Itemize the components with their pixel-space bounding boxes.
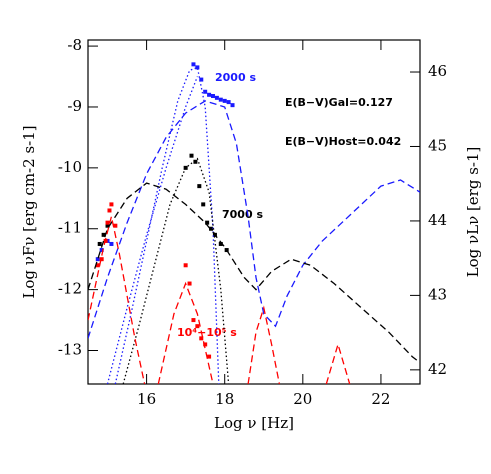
data-point [218, 97, 223, 102]
data-point [187, 281, 192, 286]
data-point [209, 226, 214, 231]
y2-tick-label: 44 [428, 211, 447, 229]
data-point [205, 220, 210, 225]
model-curve [88, 100, 420, 339]
x-tick-label: 18 [215, 390, 234, 408]
data-point [195, 324, 200, 329]
y-tick-label: -8 [67, 36, 82, 54]
y-tick-label: -10 [58, 158, 82, 176]
data-point [105, 223, 110, 228]
data-point [183, 263, 188, 268]
model-curve [114, 66, 220, 384]
data-point [203, 342, 208, 347]
data-point [105, 220, 110, 225]
annotation: E(B−V)Host=0.042 [285, 135, 401, 148]
data-point [99, 257, 104, 262]
data-point [101, 232, 106, 237]
data-point [222, 98, 227, 103]
data-point [191, 318, 196, 323]
y-tick-label: -12 [58, 280, 82, 298]
y2-tick-label: 42 [428, 360, 447, 378]
data-point [199, 77, 204, 82]
data-point [207, 92, 212, 97]
data-point [99, 248, 104, 253]
annotation: 7000 s [222, 208, 263, 221]
data-point [195, 65, 200, 70]
data-point [191, 62, 196, 67]
model-curve [106, 76, 199, 384]
data-point [197, 184, 202, 189]
data-point [95, 257, 100, 262]
y-tick-label: -13 [58, 341, 82, 359]
data-point [218, 241, 223, 246]
data-point [207, 354, 212, 359]
data-point [95, 263, 100, 268]
annotation: 10⁴−10⁵ s [177, 326, 237, 339]
x-tick-label: 16 [137, 390, 156, 408]
y-tick-label: -9 [67, 97, 82, 115]
x-axis-label: Log ν [Hz] [214, 414, 294, 432]
model-curve [88, 182, 420, 364]
data-point [107, 208, 112, 213]
x-tick-label: 22 [371, 390, 390, 408]
data-point [109, 202, 114, 207]
data-point [230, 103, 235, 108]
model-curve [88, 216, 351, 384]
y-tick-label: -11 [58, 219, 82, 237]
data-point [210, 94, 215, 99]
data-point [113, 223, 118, 228]
data-point [199, 336, 204, 341]
data-point [193, 159, 198, 164]
data-point [189, 153, 194, 158]
data-point [226, 100, 231, 105]
plot-frame [87, 39, 421, 385]
y-axis-label: Log νFν [erg cm-2 s-1] [20, 125, 38, 298]
data-point [201, 202, 206, 207]
y2-axis-label: Log νLν [erg s-1] [464, 147, 482, 278]
data-point [203, 89, 208, 94]
model-curve [122, 157, 230, 384]
annotation: E(B−V)Gal=0.127 [285, 96, 393, 109]
data-point [109, 241, 114, 246]
y2-tick-label: 45 [428, 136, 447, 154]
y2-tick-label: 43 [428, 285, 447, 303]
data-point [97, 241, 102, 246]
x-tick-label: 20 [293, 390, 312, 408]
data-point [214, 95, 219, 100]
annotation: 2000 s [215, 71, 256, 84]
y2-tick-label: 46 [428, 62, 447, 80]
plot-area [88, 62, 420, 384]
